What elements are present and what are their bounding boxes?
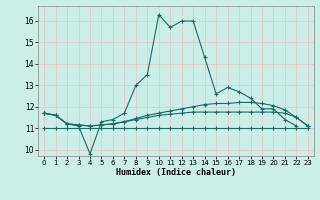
X-axis label: Humidex (Indice chaleur): Humidex (Indice chaleur) [116,168,236,177]
